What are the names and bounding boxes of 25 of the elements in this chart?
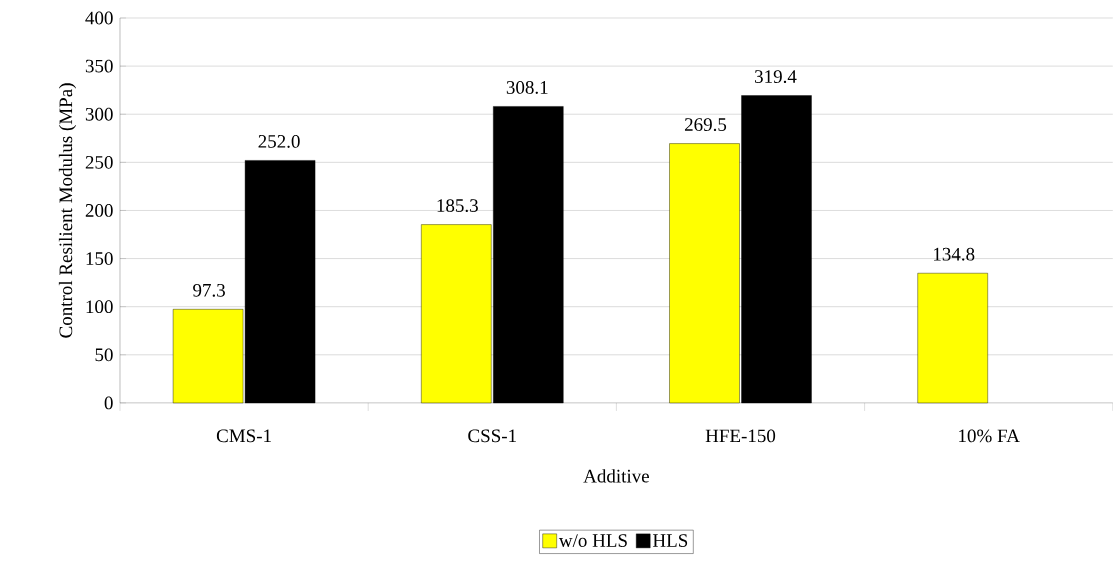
data-label: 252.0 — [258, 135, 300, 148]
data-label: 185.3 — [437, 199, 478, 213]
data-label: 269.5 — [684, 118, 727, 132]
bar — [917, 273, 988, 404]
data-label: 308.1 — [506, 81, 548, 94]
y-tick-label: 350 — [85, 59, 113, 73]
y-tick-label: 300 — [85, 107, 113, 121]
data-label: 97.3 — [193, 283, 225, 297]
x-tick-label: HFE-150 — [705, 429, 776, 443]
data-label: 319.4 — [755, 70, 797, 84]
x-tick-label: CSS-1 — [468, 429, 516, 443]
legend-label: w/o HLS — [558, 534, 627, 547]
y-axis-title: Control Resilient Modulus (MPa) — [58, 83, 77, 338]
legend-label: HLS — [652, 534, 688, 547]
y-tick-label: 250 — [85, 155, 113, 169]
y-tick-label: 150 — [86, 252, 113, 266]
y-tick-label: 50 — [95, 348, 113, 362]
y-tick-label: 0 — [104, 396, 113, 410]
data-label: 134.8 — [934, 247, 975, 261]
x-tick-label: CMS-1 — [216, 429, 271, 443]
y-tick-label: 100 — [86, 300, 113, 314]
x-tick-label: 10% FA — [959, 429, 1020, 443]
y-tick-label: 200 — [85, 204, 113, 217]
y-tick-label: 400 — [85, 11, 113, 25]
x-axis-title: Additive — [583, 469, 649, 483]
